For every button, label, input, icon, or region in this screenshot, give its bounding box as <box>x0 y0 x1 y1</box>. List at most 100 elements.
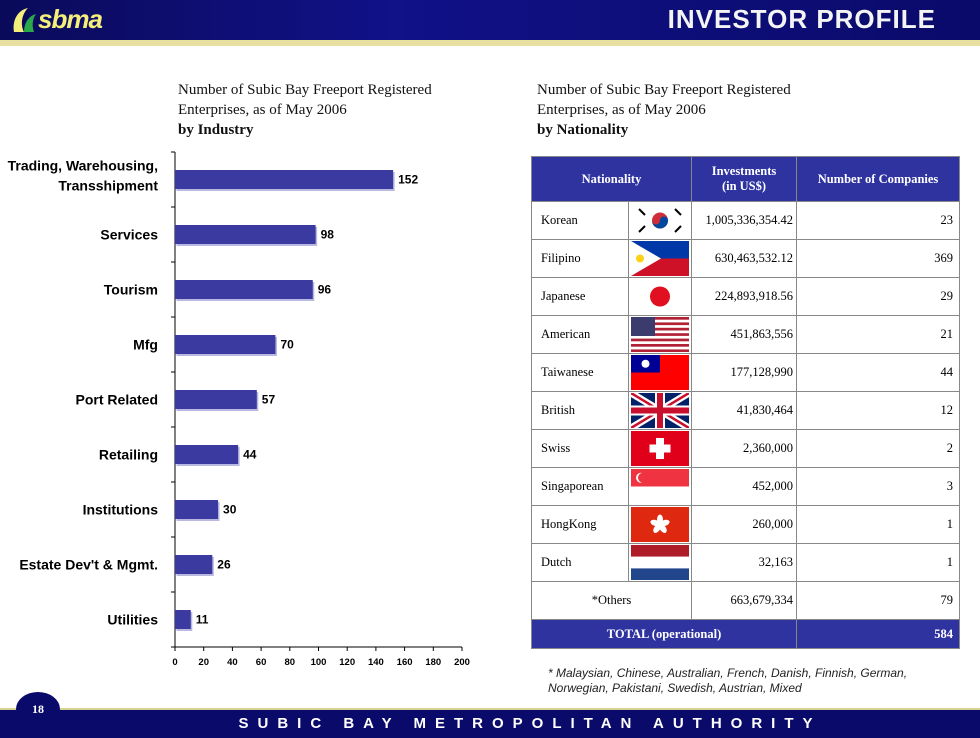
row-investment: 224,893,918.56 <box>691 277 797 316</box>
bar-value-label: 57 <box>262 393 276 407</box>
bar-value-label: 30 <box>223 503 237 517</box>
x-tick-label: 200 <box>454 657 470 668</box>
x-tick-label: 80 <box>285 657 296 668</box>
total-companies: 584 <box>796 619 960 649</box>
row-nationality: HongKong <box>531 505 629 544</box>
bar <box>175 445 239 464</box>
row-flag-cell <box>628 353 692 392</box>
table-header-row: Nationality Investments (in US$) Number … <box>531 156 960 202</box>
row-companies: 369 <box>796 239 960 278</box>
row-flag-cell <box>628 429 692 468</box>
bar <box>175 610 191 629</box>
bar <box>175 390 257 409</box>
y-category-label: Mfg <box>133 337 158 353</box>
uk-flag-icon <box>631 393 689 428</box>
table-row: Swiss 2,360,000 2 <box>531 429 960 468</box>
table-row: Korean 1,005,336,354.42 23 <box>531 201 960 240</box>
netherlands-flag-icon <box>631 545 689 580</box>
row-companies: 12 <box>796 391 960 430</box>
row-investment: 32,163 <box>691 543 797 582</box>
header-stripe <box>0 40 980 46</box>
row-investment: 1,005,336,354.42 <box>691 201 797 240</box>
row-nationality: Dutch <box>531 543 629 582</box>
row-flag-cell <box>628 505 692 544</box>
row-companies: 1 <box>796 543 960 582</box>
row-companies: 2 <box>796 429 960 468</box>
row-companies: 29 <box>796 277 960 316</box>
singapore-flag-icon <box>631 469 689 504</box>
row-companies: 44 <box>796 353 960 392</box>
x-tick-label: 40 <box>227 657 238 668</box>
row-companies: 1 <box>796 505 960 544</box>
japan-flag-icon <box>631 279 689 314</box>
y-category-label: Tourism <box>104 282 158 298</box>
row-flag-cell <box>628 467 692 506</box>
header-investments-line1: Investments <box>711 164 777 178</box>
total-row: TOTAL (operational) 584 <box>531 619 960 649</box>
page-number: 18 <box>16 692 60 726</box>
bar <box>175 500 219 519</box>
footer-organization: SUBIC BAY METROPOLITAN AUTHORITY <box>238 715 822 732</box>
philippines-flag-icon <box>631 241 689 276</box>
x-tick-label: 20 <box>198 657 209 668</box>
table-row: Taiwanese 177,128,990 44 <box>531 353 960 392</box>
row-flag-cell <box>628 543 692 582</box>
x-tick-label: 0 <box>172 657 177 668</box>
y-category-label: Estate Dev't & Mgmt. <box>19 557 158 573</box>
x-tick-label: 120 <box>339 657 355 668</box>
table-row: Singaporean 452,000 3 <box>531 467 960 506</box>
y-category-label: Retailing <box>99 447 158 463</box>
row-investment: 451,863,556 <box>691 315 797 354</box>
row-investment: 630,463,532.12 <box>691 239 797 278</box>
header-investments: Investments (in US$) <box>691 156 797 202</box>
others-row: *Others 663,679,334 79 <box>531 581 960 620</box>
y-category-label: Port Related <box>76 392 158 408</box>
row-flag-cell <box>628 391 692 430</box>
row-companies: 21 <box>796 315 960 354</box>
bar-value-label: 44 <box>243 448 257 462</box>
korea-flag-icon <box>631 203 689 238</box>
row-nationality: Korean <box>531 201 629 240</box>
left-subtitle-line3: by Industry <box>178 120 432 140</box>
x-tick-label: 100 <box>311 657 327 668</box>
swiss-flag-icon <box>631 431 689 466</box>
left-subtitle-line1: Number of Subic Bay Freeport Registered <box>178 82 432 98</box>
table-row: Dutch 32,163 1 <box>531 543 960 582</box>
taiwan-flag-icon <box>631 355 689 390</box>
table-body: Korean 1,005,336,354.42 23 Filipino 630,463,… <box>531 201 960 582</box>
footnote: * Malaysian, Chinese, Australian, French… <box>548 666 908 695</box>
bar-value-label: 70 <box>280 338 294 352</box>
sbma-logo-icon <box>13 8 36 32</box>
x-tick-label: 140 <box>368 657 384 668</box>
header-investments-line2: (in US$) <box>721 179 767 193</box>
row-investment: 177,128,990 <box>691 353 797 392</box>
row-investment: 2,360,000 <box>691 429 797 468</box>
left-subtitle-line2: Enterprises, as of May 2006 <box>178 102 347 118</box>
left-subtitle-emphasis: by Industry <box>178 122 254 138</box>
bar-value-label: 152 <box>398 173 418 187</box>
bar <box>175 335 276 354</box>
row-companies: 3 <box>796 467 960 506</box>
table-row: HongKong 260,000 1 <box>531 505 960 544</box>
table-row: American 451,863,556 21 <box>531 315 960 354</box>
row-flag-cell <box>628 315 692 354</box>
header-companies: Number of Companies <box>796 156 960 202</box>
header-bar: sbma INVESTOR PROFILE <box>0 0 980 46</box>
row-nationality: Swiss <box>531 429 629 468</box>
usa-flag-icon <box>631 317 689 352</box>
y-category-label: Services <box>100 227 158 243</box>
row-companies: 23 <box>796 201 960 240</box>
row-nationality: American <box>531 315 629 354</box>
row-investment: 41,830,464 <box>691 391 797 430</box>
hongkong-flag-icon <box>631 507 689 542</box>
row-investment: 452,000 <box>691 467 797 506</box>
x-tick-label: 60 <box>256 657 267 668</box>
row-nationality: Taiwanese <box>531 353 629 392</box>
row-nationality: Singaporean <box>531 467 629 506</box>
right-subtitle-emphasis: by Nationality <box>537 122 629 138</box>
row-nationality: British <box>531 391 629 430</box>
logo-text: sbma <box>38 4 103 34</box>
bar <box>175 280 313 299</box>
row-investment: 260,000 <box>691 505 797 544</box>
table-row: Filipino 630,463,532.12 369 <box>531 239 960 278</box>
